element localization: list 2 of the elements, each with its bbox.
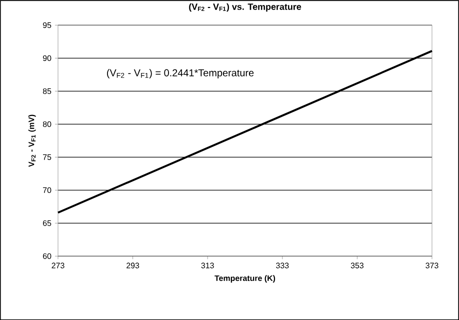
annotation: (V$_{F2}$ - V$_{F1}$) = 0.2441*Temperature — [107, 68, 254, 78]
chart-title: (V$_{F2}$ - V$_{F1}$) vs. Temperature — [189, 3, 302, 12]
